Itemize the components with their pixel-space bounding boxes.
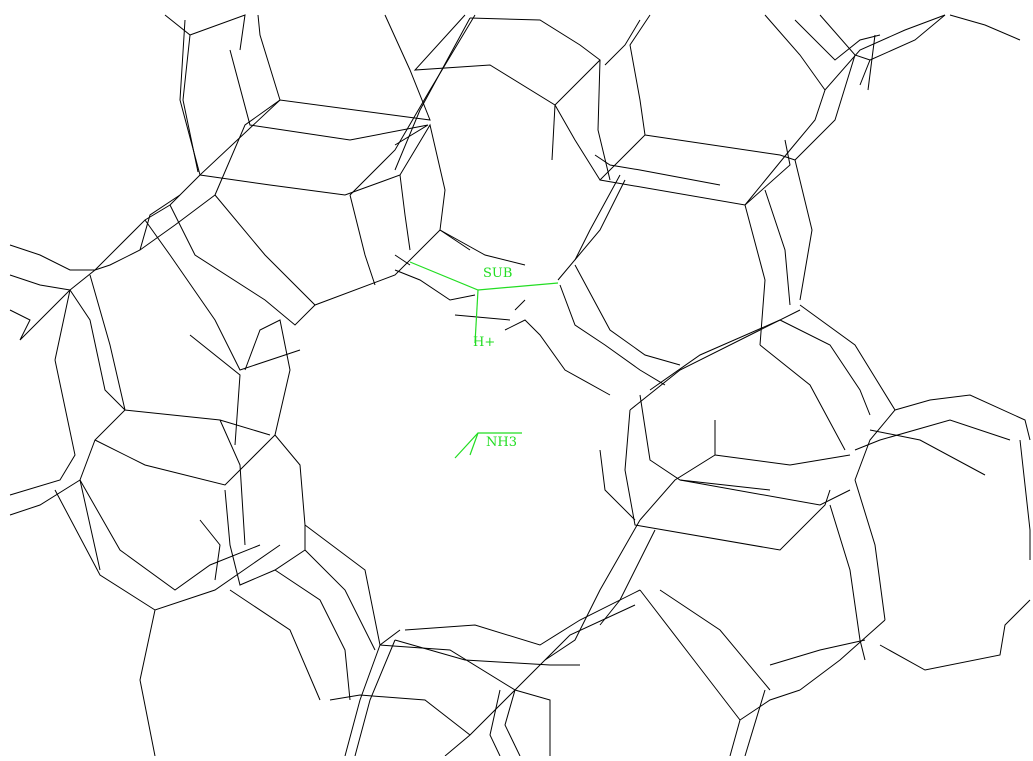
proton-bond [474,289,479,344]
proton-label: H+ [473,335,495,350]
ammonia-bond-extra [469,432,479,456]
zeolite-framework-wireframe [9,14,1031,757]
highlighted-active-site [409,261,559,459]
ammonia-label: NH3 [486,435,517,450]
substrate-label: SUB [483,266,512,281]
